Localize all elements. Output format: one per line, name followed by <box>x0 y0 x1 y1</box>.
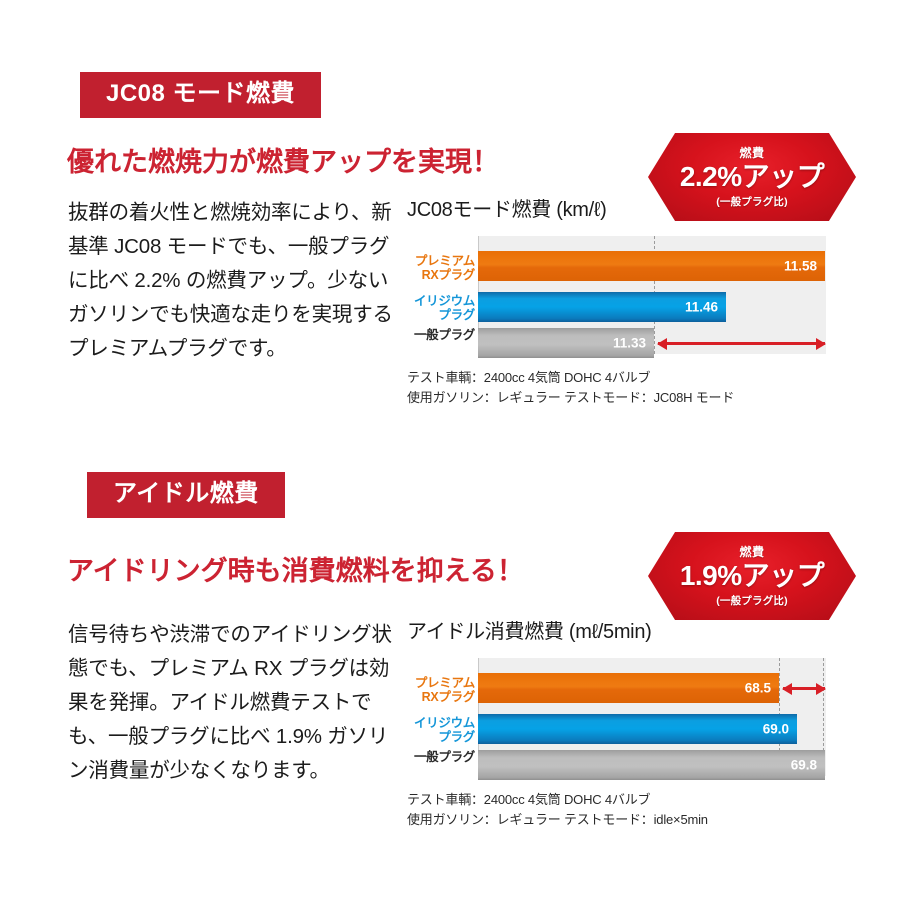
bar-value-iridium: 69.0 <box>762 721 789 737</box>
category-label-line2: RXプラグ <box>421 268 476 282</box>
section-headline: 優れた燃焼力が燃費アップを実現！ <box>67 147 499 177</box>
bar-value-iridium: 11.46 <box>684 299 718 315</box>
chart-block: アイドル消費燃費 (mℓ/5min) プレミアム RXプラグ イリジウム プラグ… <box>405 615 875 830</box>
category-label-normal: 一般プラグ <box>405 328 475 342</box>
bar-value-premium: 68.5 <box>744 680 771 696</box>
chart-title: JC08モード燃費 (km/ℓ) <box>407 199 607 221</box>
bar-value-premium: 11.58 <box>783 258 817 274</box>
footnote-line-2: 使用ガソリン：レギュラー テストモード：JC08H モード <box>407 390 735 405</box>
chart-footnotes: テスト車輌：2400cc 4気筒 DOHC 4バルブ 使用ガソリン：レギュラー … <box>407 368 875 408</box>
percent-badge: 燃費 1.9%アップ (一般プラグ比) <box>648 532 856 620</box>
section-headline: アイドリング時も消費燃料を抑える！ <box>67 556 524 586</box>
footnote-line-1: テスト車輌：2400cc 4気筒 DOHC 4バルブ <box>407 370 651 385</box>
footnote-line-2: 使用ガソリン：レギュラー テストモード：idle×5min <box>407 812 708 827</box>
bar-chart: プレミアム RXプラグ イリジウム プラグ 一般プラグ 68.5 69.0 6 <box>405 658 830 780</box>
bar-value-normal: 69.8 <box>790 757 817 773</box>
bar-value-normal: 11.33 <box>612 335 646 351</box>
category-label-line2: プラグ <box>438 730 475 744</box>
bar-premium: 68.5 <box>478 673 779 703</box>
category-label-iridium: イリジウム プラグ <box>405 294 475 322</box>
badge-main-value: 2.2%アップ <box>679 161 825 192</box>
bar-iridium: 11.46 <box>478 292 726 322</box>
category-label-line1: プレミアム <box>414 676 475 690</box>
section-body-text: 信号待ちや渋滞でのアイドリング状態でも、プレミアム RX プラグは効果を発揮。ア… <box>68 623 392 782</box>
improvement-arrow <box>658 342 825 345</box>
section-tag: アイドル燃費 <box>87 472 285 519</box>
category-label-premium: プレミアム RXプラグ <box>405 254 475 282</box>
chart-block: JC08モード燃費 (km/ℓ) プレミアム RXプラグ イリジウム プラグ 一… <box>405 193 875 408</box>
category-label-line1: プレミアム <box>414 254 475 268</box>
chart-title: アイドル消費燃費 (mℓ/5min) <box>407 621 652 643</box>
category-label-line1: 一般プラグ <box>413 328 475 342</box>
bar-premium: 11.58 <box>478 251 825 281</box>
badge-top-label: 燃費 <box>739 146 765 160</box>
badge-main-value: 1.9%アップ <box>679 560 825 591</box>
badge-sub-label: (一般プラグ比) <box>716 196 788 208</box>
category-label-iridium: イリジウム プラグ <box>405 716 475 744</box>
category-label-normal: 一般プラグ <box>405 750 475 764</box>
bar-normal: 11.33 <box>478 328 654 358</box>
bar-iridium: 69.0 <box>478 714 797 744</box>
category-label-line2: RXプラグ <box>421 690 476 704</box>
chart-footnotes: テスト車輌：2400cc 4気筒 DOHC 4バルブ 使用ガソリン：レギュラー … <box>407 790 875 830</box>
category-label-line1: イリジウム <box>413 716 475 730</box>
badge-top-label: 燃費 <box>739 545 765 559</box>
improvement-arrow <box>783 687 825 690</box>
badge-sub-label: (一般プラグ比) <box>716 595 788 607</box>
bar-chart: プレミアム RXプラグ イリジウム プラグ 一般プラグ 11.58 11.46 <box>405 236 830 358</box>
percent-badge: 燃費 2.2%アップ (一般プラグ比) <box>648 133 856 221</box>
category-label-premium: プレミアム RXプラグ <box>405 676 475 704</box>
section-tag: JC08 モード燃費 <box>80 72 322 119</box>
section-body-text: 抜群の着火性と燃焼効率により、新基準 JC08 モードでも、一般プラグに比べ 2… <box>68 201 393 360</box>
category-label-line1: 一般プラグ <box>413 750 475 764</box>
footnote-line-1: テスト車輌：2400cc 4気筒 DOHC 4バルブ <box>407 792 651 807</box>
category-label-line1: イリジウム <box>413 294 475 308</box>
gridline <box>823 658 824 776</box>
category-label-line2: プラグ <box>438 308 475 322</box>
bar-normal: 69.8 <box>478 750 825 780</box>
